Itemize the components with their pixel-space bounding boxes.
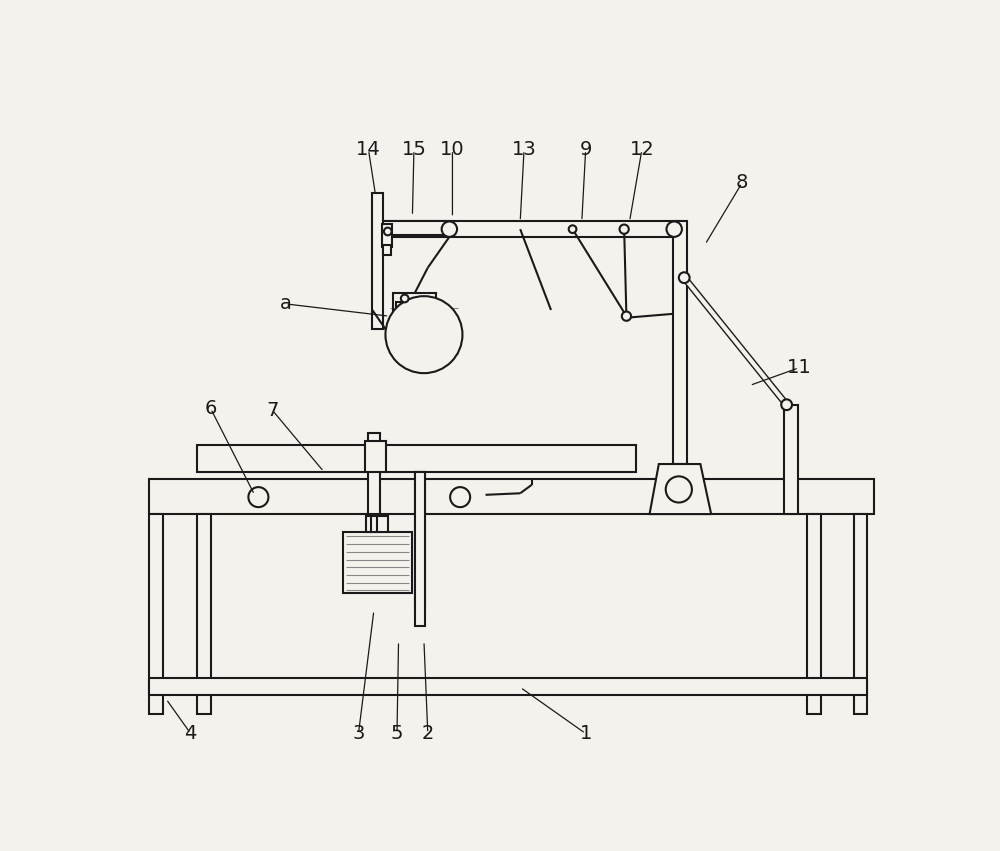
Circle shape — [622, 311, 631, 321]
Text: 1: 1 — [579, 724, 592, 743]
Bar — [372, 193, 383, 329]
Circle shape — [442, 221, 457, 237]
Text: 15: 15 — [402, 140, 426, 159]
Circle shape — [620, 225, 629, 234]
Text: 6: 6 — [204, 399, 217, 418]
Circle shape — [569, 226, 576, 233]
Bar — [368, 433, 380, 514]
Bar — [673, 221, 687, 464]
Text: 14: 14 — [356, 140, 381, 159]
Bar — [149, 678, 867, 695]
Bar — [415, 471, 425, 610]
Text: 4: 4 — [184, 724, 197, 743]
Text: 7: 7 — [266, 401, 278, 420]
Circle shape — [248, 487, 268, 507]
Text: 12: 12 — [629, 140, 654, 159]
Circle shape — [401, 294, 409, 302]
Bar — [396, 302, 410, 315]
Circle shape — [666, 477, 692, 503]
Circle shape — [450, 487, 470, 507]
Bar — [343, 532, 412, 593]
Bar — [807, 514, 820, 714]
Bar — [197, 445, 636, 471]
Circle shape — [679, 272, 690, 283]
Text: 8: 8 — [736, 174, 748, 192]
Text: 11: 11 — [787, 358, 811, 377]
Bar — [375, 221, 680, 237]
Text: 3: 3 — [352, 724, 365, 743]
Bar — [197, 514, 211, 714]
Circle shape — [385, 296, 462, 373]
Bar — [415, 471, 425, 625]
Bar — [382, 224, 392, 247]
Text: 9: 9 — [579, 140, 592, 159]
Text: a: a — [279, 294, 291, 313]
Polygon shape — [650, 464, 711, 514]
Bar — [365, 441, 386, 471]
Bar — [366, 517, 388, 532]
Text: 2: 2 — [422, 724, 434, 743]
Bar — [383, 221, 451, 236]
Circle shape — [781, 399, 792, 410]
Bar — [149, 479, 874, 514]
Bar — [149, 514, 163, 714]
Circle shape — [666, 221, 682, 237]
Bar — [854, 514, 867, 714]
Bar — [383, 244, 391, 255]
Text: 13: 13 — [512, 140, 536, 159]
Bar — [784, 405, 798, 514]
Text: 10: 10 — [440, 140, 465, 159]
Circle shape — [384, 227, 392, 236]
Bar — [393, 293, 436, 333]
Text: 5: 5 — [391, 724, 403, 743]
